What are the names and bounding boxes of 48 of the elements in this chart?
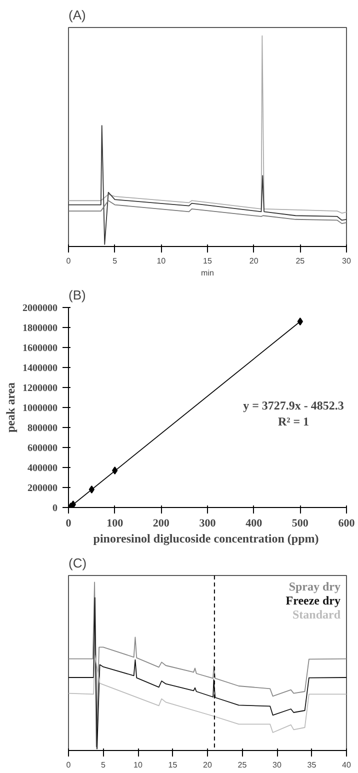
x-tick-label: 0 [66, 760, 72, 770]
x-tick-label: 0 [66, 518, 72, 530]
point [88, 486, 94, 494]
x-tick-label: 30 [272, 760, 282, 770]
x-tick-label: 600 [338, 518, 356, 530]
chart-title: (C) [68, 556, 87, 570]
x-tick-label: 500 [292, 518, 309, 530]
x-tick-label: 200 [152, 518, 170, 530]
x-axis-title: pinoresinol diglucoside concentration (ppm) [93, 532, 319, 546]
y-tick-label: 1400000 [22, 363, 58, 374]
chart-title: (A) [68, 8, 86, 22]
point [112, 466, 118, 474]
text: Standard [292, 608, 341, 622]
y-tick-label: 1200000 [22, 383, 58, 394]
y-tick-label: 400000 [28, 463, 58, 474]
x-tick-label: 25 [238, 760, 248, 770]
y-axis-title: peak area [4, 382, 18, 433]
y-tick-label: 0 [52, 503, 58, 514]
x-tick-label: 35 [307, 760, 317, 770]
x-tick-label: 30 [342, 256, 352, 266]
x-tick-label: 10 [156, 256, 166, 266]
y-tick-label: 200000 [28, 483, 58, 494]
y-tick-label: 800000 [28, 423, 58, 434]
x-tick-label: 5 [112, 256, 118, 266]
y-tick-label: 1600000 [22, 343, 58, 354]
point [297, 318, 303, 326]
y-tick-label: 1000000 [22, 403, 58, 414]
x-tick-label: 20 [249, 256, 259, 266]
y-tick-label: 2000000 [22, 303, 58, 314]
x-tick-label: 300 [199, 518, 216, 530]
x-tick-label: 15 [168, 760, 178, 770]
annotation: R² = 1 [278, 414, 310, 428]
x-tick-label: 10 [134, 760, 143, 770]
x-tick-label: 5 [101, 760, 106, 770]
y-tick-label: 1800000 [22, 323, 58, 334]
x-tick-label: 40 [342, 760, 352, 770]
x-axis-title: min [201, 268, 214, 278]
text: Freeze dry [286, 594, 341, 608]
chart-title: (B) [68, 288, 86, 302]
x-tick-label: 0 [66, 256, 72, 266]
x-tick-label: 25 [296, 256, 306, 266]
x-tick-label: 400 [246, 518, 263, 530]
x-tick-label: 20 [203, 760, 212, 770]
annotation: y = 3727.9x - 4852.3 [243, 398, 344, 412]
x-tick-label: 15 [203, 256, 212, 266]
x-tick-label: 100 [106, 518, 124, 530]
y-tick-label: 600000 [28, 443, 58, 454]
text: Spray dry [288, 580, 341, 594]
